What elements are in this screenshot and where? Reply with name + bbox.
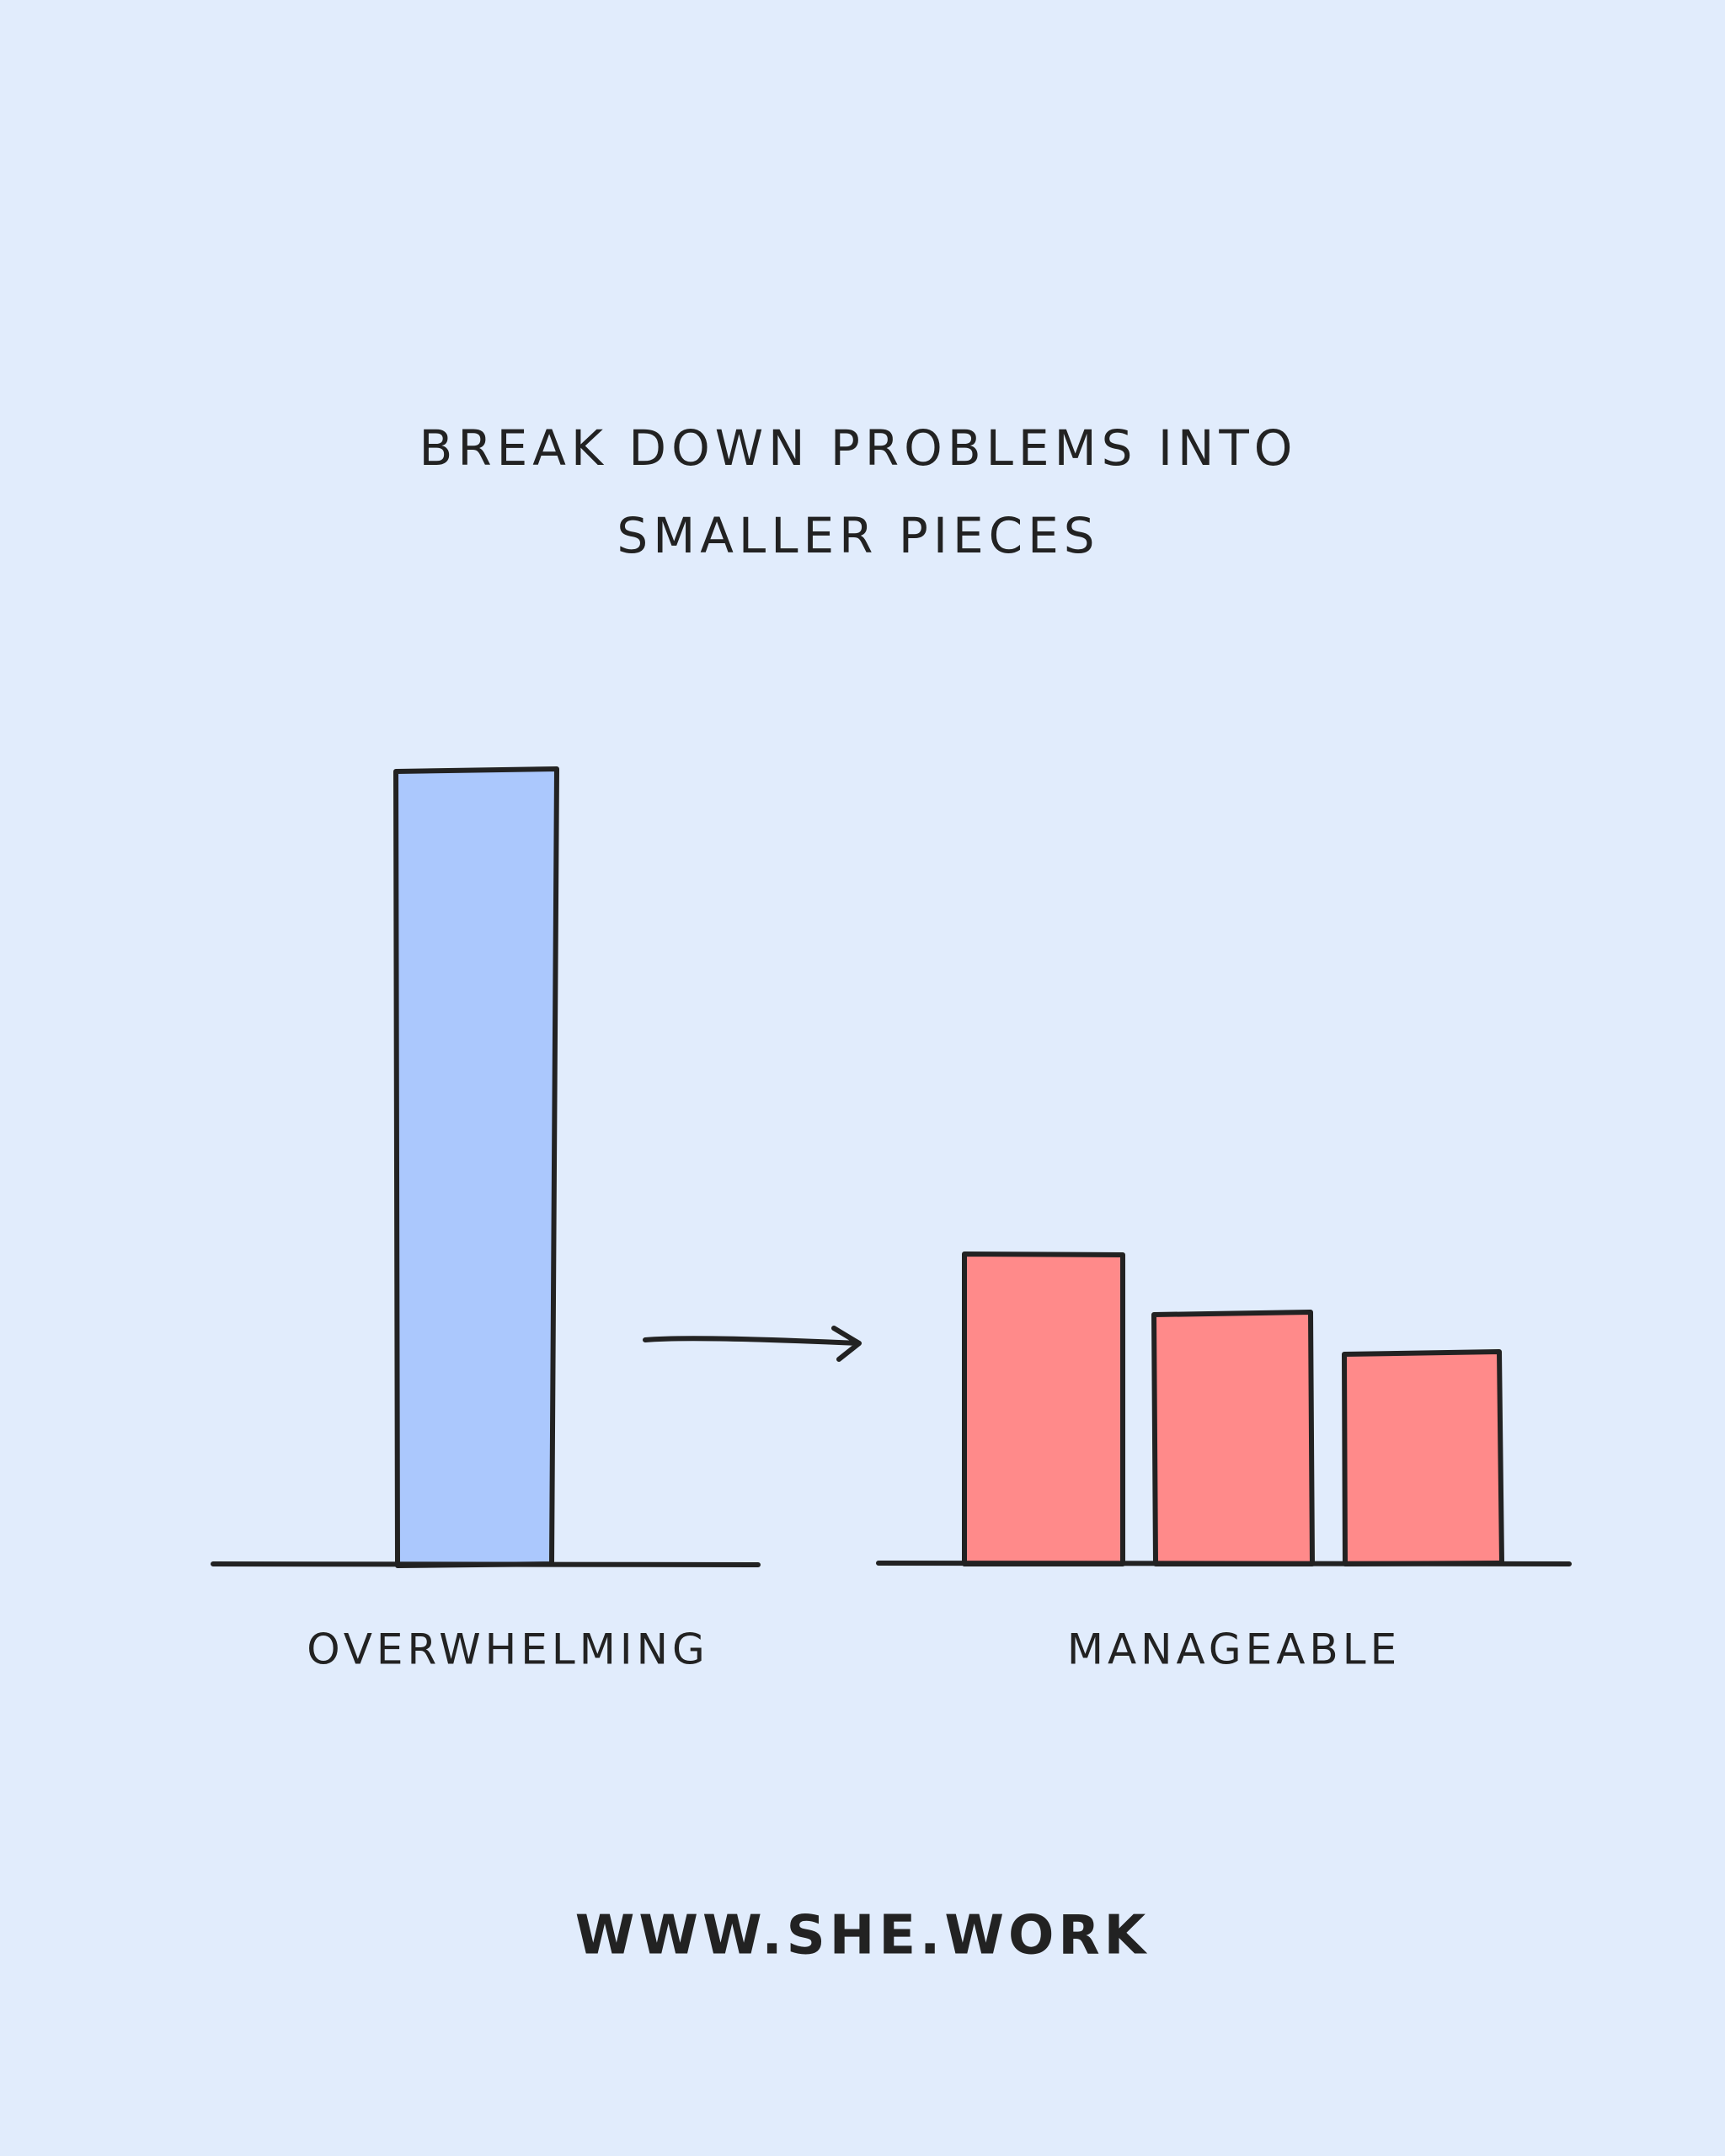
panel-label: OVERWHELMING (307, 1625, 709, 1674)
small-block (1151, 1310, 1315, 1566)
arrow (643, 1326, 862, 1362)
title-line: BREAK DOWN PROBLEMS INTO (419, 419, 1298, 477)
title-line: SMALLER PIECES (617, 507, 1099, 564)
small-block (1342, 1349, 1504, 1566)
ground-line (211, 1561, 761, 1567)
small-block (962, 1251, 1125, 1566)
panel-label: MANAGEABLE (1067, 1625, 1401, 1674)
footer-url: WWW.SHE.WORK (575, 1905, 1150, 1967)
ground-line (876, 1561, 1572, 1566)
big-block (393, 766, 559, 1568)
